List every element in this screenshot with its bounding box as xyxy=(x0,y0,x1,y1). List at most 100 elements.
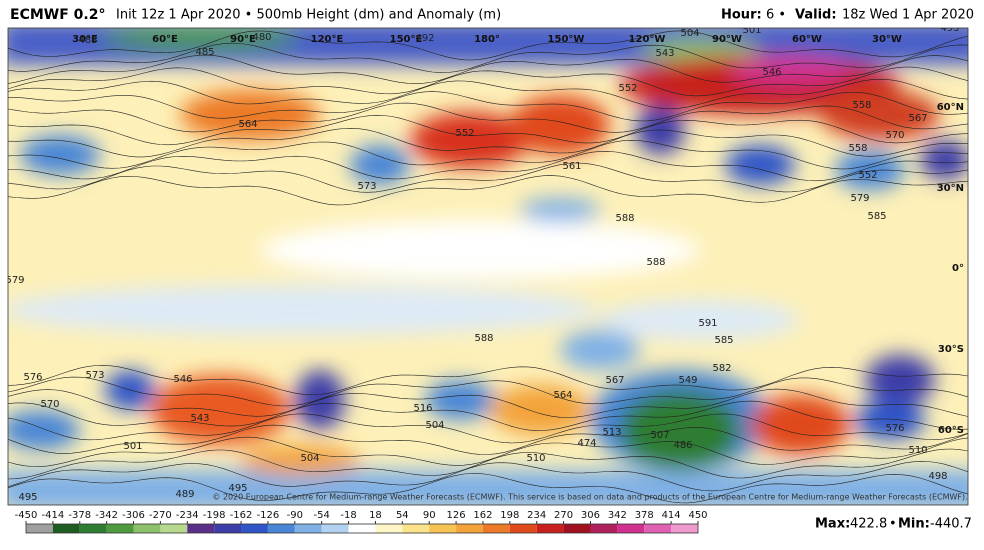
longitude-label: 30°E xyxy=(72,34,98,45)
contour-label: 558 xyxy=(852,100,871,111)
contour-label: 552 xyxy=(455,128,474,139)
contour-label: 546 xyxy=(173,374,192,385)
contour-label: 564 xyxy=(553,390,572,401)
contour-line xyxy=(8,42,968,73)
colorbar-label: -378 xyxy=(68,510,91,521)
contour-label: 552 xyxy=(858,170,877,181)
contour-line xyxy=(8,66,968,97)
map: 30°E 60°E 90°E 120°E 150°E 180° 150°W 120°W 90°W… xyxy=(5,25,968,505)
anomaly-blob xyxy=(725,145,795,185)
colorbar-label: 198 xyxy=(500,510,519,521)
colorbar-segment xyxy=(536,524,564,533)
anomaly-blob xyxy=(855,400,925,440)
colorbar-segment xyxy=(26,524,53,533)
contour-line xyxy=(8,424,968,455)
anomaly-blob xyxy=(425,380,495,420)
contour-label: 549 xyxy=(678,375,697,386)
contour-line xyxy=(8,400,968,431)
contour-line xyxy=(8,162,968,193)
anomaly-blob xyxy=(260,220,700,280)
contour-label: 498 xyxy=(928,471,947,482)
contour-line xyxy=(8,150,968,182)
anomaly-blob xyxy=(240,445,360,475)
colorbar-label: 54 xyxy=(396,510,409,521)
contour-label: 582 xyxy=(712,363,731,374)
contour-label: 570 xyxy=(40,399,59,410)
contour-label: 561 xyxy=(562,161,581,172)
colorbar: -450 -414 -378 -342 -306 -270 -234 -198 -162 -126… xyxy=(15,510,708,534)
colorbar-segment xyxy=(160,524,188,533)
colorbar-label: 270 xyxy=(554,510,573,521)
colorbar-label: -234 xyxy=(176,510,199,521)
colorbar-label: 378 xyxy=(635,510,654,521)
contour-label: 546 xyxy=(762,67,781,78)
contour-label: 588 xyxy=(474,333,493,344)
colorbar-label: 126 xyxy=(447,510,466,521)
contour-label: 579 xyxy=(5,275,24,286)
contour-label: 480 xyxy=(252,32,271,43)
anomaly-blob xyxy=(750,395,850,455)
contour-label: 573 xyxy=(357,181,376,192)
contour-label: 543 xyxy=(190,413,209,424)
colorbar-label: -18 xyxy=(340,510,356,521)
contour-label: 570 xyxy=(885,130,904,141)
colorbar-segment xyxy=(348,524,376,533)
max-label: Max: xyxy=(815,517,850,532)
contour-label: 489 xyxy=(175,489,194,500)
colorbar-label: -54 xyxy=(314,510,330,521)
colorbar-segment xyxy=(214,524,242,533)
colorbar-segment xyxy=(106,524,134,533)
contour-line xyxy=(8,448,968,480)
colorbar-label: 342 xyxy=(608,510,627,521)
contour-label: 516 xyxy=(413,403,432,414)
latitude-label: 30°S xyxy=(938,344,964,355)
anomaly-blob xyxy=(100,28,300,50)
min-label: Min: xyxy=(898,517,930,532)
colorbar-segment xyxy=(482,524,510,533)
contour-label: 576 xyxy=(885,423,904,434)
longitude-label: 60°W xyxy=(792,34,822,45)
colorbar-label: 90 xyxy=(423,510,436,521)
separator: • xyxy=(889,517,897,532)
anomaly-blob xyxy=(560,330,640,370)
contours xyxy=(8,30,968,504)
longitude-label: 150°E xyxy=(390,34,423,45)
contour-line xyxy=(8,30,968,61)
colorbar-segment xyxy=(321,524,349,533)
colorbar-segment xyxy=(429,524,457,533)
contour-line xyxy=(8,175,968,206)
hour-value: 6 • xyxy=(766,8,786,23)
contour-label: 504 xyxy=(300,453,319,464)
colorbar-segment xyxy=(52,524,80,533)
contour-line xyxy=(8,114,968,146)
contour-label: 588 xyxy=(646,257,665,268)
valid-value: 18z Wed 1 Apr 2020 xyxy=(842,8,974,23)
colorbar-label: -414 xyxy=(42,510,65,521)
contour-line xyxy=(8,127,968,158)
contour-label: 485 xyxy=(195,47,214,58)
max-value: 422.8 xyxy=(850,517,887,532)
contour-label: 510 xyxy=(526,453,545,464)
southern-band xyxy=(8,470,968,505)
colorbar-segment xyxy=(294,524,322,533)
subtitle: Init 12z 1 Apr 2020 • 500mb Height (dm) … xyxy=(116,8,501,23)
anomaly-blob xyxy=(350,145,410,185)
colorbar-label: 18 xyxy=(369,510,382,521)
contour-label: 585 xyxy=(867,211,886,222)
contour-label: 567 xyxy=(908,113,927,124)
colorbar-segment xyxy=(402,524,430,533)
colorbar-segment xyxy=(79,524,107,533)
longitude-label: 90°E xyxy=(230,34,256,45)
longitude-label: 60°E xyxy=(152,34,178,45)
min-value: -440.7 xyxy=(930,517,972,532)
contour-line xyxy=(8,376,968,407)
colorbar-label: -306 xyxy=(122,510,145,521)
title: ECMWF 0.2° xyxy=(10,7,105,23)
longitude-label: 150°W xyxy=(548,34,585,45)
contour-line xyxy=(8,91,968,122)
valid-label: Valid: xyxy=(795,8,837,23)
contour-label: 501 xyxy=(742,25,761,36)
contour-label: 579 xyxy=(850,193,869,204)
colorbar-segment xyxy=(456,524,483,533)
contour-line xyxy=(8,54,968,84)
